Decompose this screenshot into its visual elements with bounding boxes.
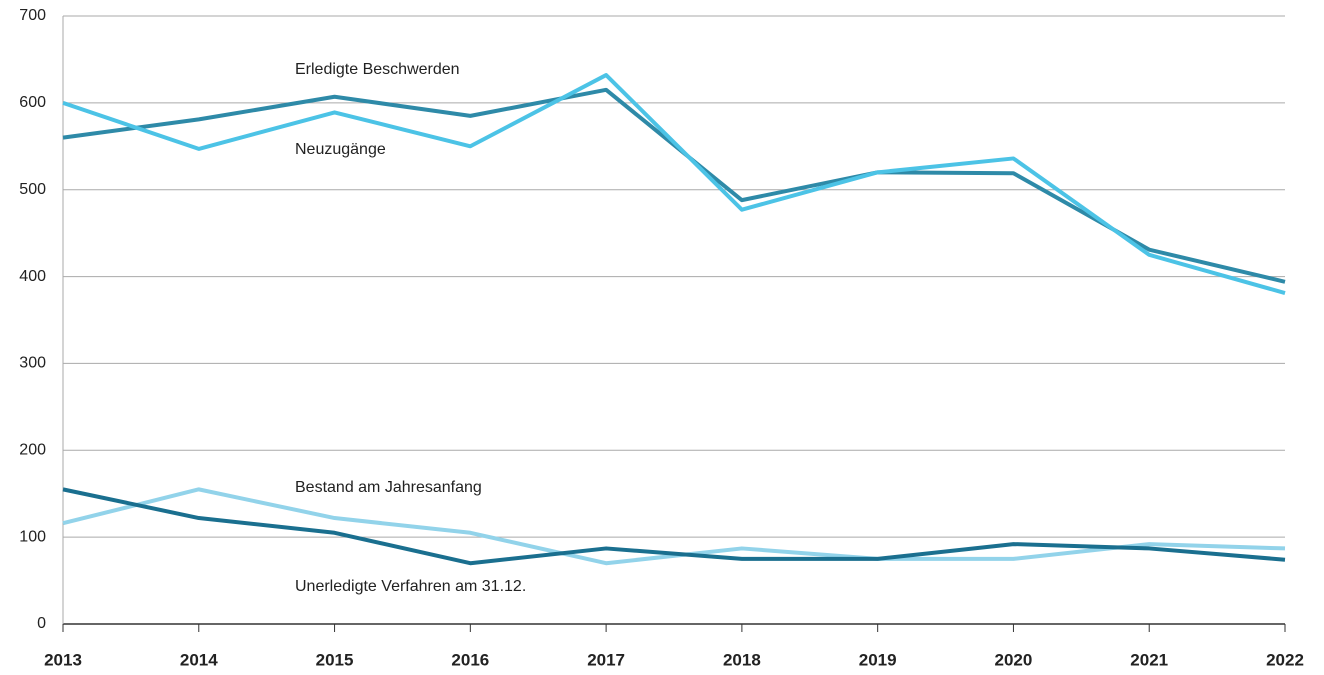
y-tick-label: 600 [19,94,46,111]
line [62,87,1286,284]
x-tick-label: 2021 [1130,650,1168,669]
x-tick-label: 2015 [316,650,354,669]
x-tick-label: 2022 [1266,650,1304,669]
x-tick-label: 2017 [587,650,625,669]
y-tick-label: 500 [19,181,46,198]
x-tick-label: 2013 [44,650,82,669]
x-tick-label: 2018 [723,650,761,669]
y-tick-label: 0 [37,615,46,632]
x-tick-label: 2016 [451,650,489,669]
line [62,73,1286,295]
y-tick-label: 400 [19,268,46,285]
series-label: Neuzugänge [295,141,386,158]
line [62,487,1286,566]
y-tick-label: 100 [19,528,46,545]
series-label: Bestand am Jahresanfang [295,479,482,496]
series-label: Erledigte Beschwerden [295,61,460,78]
x-tick-label: 2019 [859,650,897,669]
series-label: Unerledigte Verfahren am 31.12. [295,578,526,595]
y-tick-label: 700 [19,7,46,24]
x-tick-label: 2014 [180,650,218,669]
line [62,487,1286,566]
y-tick-label: 300 [19,355,46,372]
y-tick-label: 200 [19,442,46,459]
x-tick-label: 2020 [995,650,1033,669]
